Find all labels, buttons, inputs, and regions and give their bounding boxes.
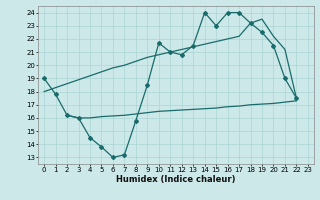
X-axis label: Humidex (Indice chaleur): Humidex (Indice chaleur) — [116, 175, 236, 184]
